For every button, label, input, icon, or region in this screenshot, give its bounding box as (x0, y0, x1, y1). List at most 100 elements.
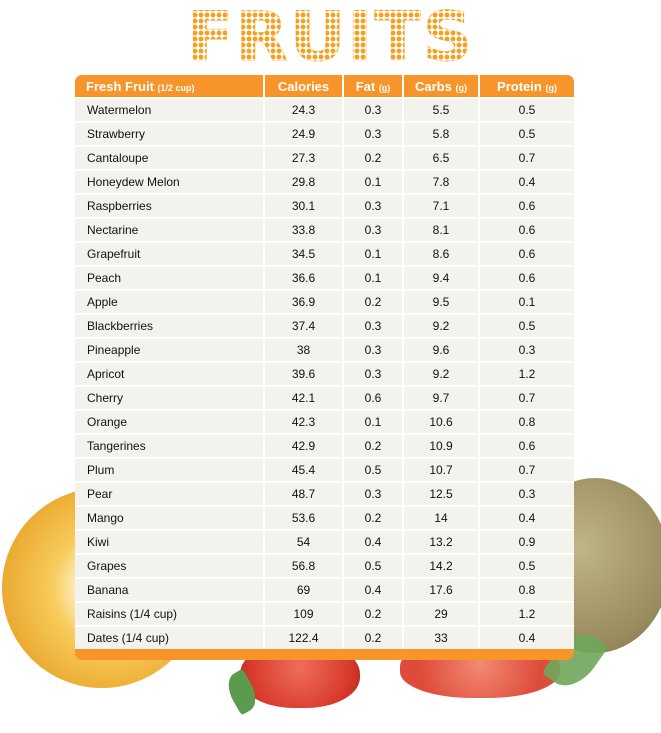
cell-carbs: 10.6 (404, 409, 480, 433)
table-row: Kiwi 54 0.4 13.2 0.9 (75, 529, 574, 553)
cell-carbs: 7.8 (404, 169, 480, 193)
cell-protein: 0.7 (480, 145, 574, 169)
cell-fruit: Banana (75, 577, 265, 601)
table-header-row: Fresh Fruit (1/2 cup) Calories Fat (g) Carb… (75, 75, 574, 97)
cell-protein: 0.6 (480, 193, 574, 217)
cell-calories: 45.4 (265, 457, 344, 481)
cell-carbs: 33 (404, 625, 480, 649)
cell-calories: 53.6 (265, 505, 344, 529)
table-row: Apricot 39.6 0.3 9.2 1.2 (75, 361, 574, 385)
cell-fruit: Cherry (75, 385, 265, 409)
cell-carbs: 7.1 (404, 193, 480, 217)
cell-calories: 42.3 (265, 409, 344, 433)
cell-calories: 36.6 (265, 265, 344, 289)
cell-fruit: Watermelon (75, 97, 265, 121)
cell-carbs: 9.2 (404, 313, 480, 337)
cell-calories: 54 (265, 529, 344, 553)
cell-protein: 0.5 (480, 553, 574, 577)
column-header-unit: (g) (545, 82, 557, 93)
cell-carbs: 9.7 (404, 385, 480, 409)
table-row: Grapefruit 34.5 0.1 8.6 0.6 (75, 241, 574, 265)
cell-fat: 0.1 (344, 409, 404, 433)
table-body: Watermelon 24.3 0.3 5.5 0.5 Strawberry 24.9 0.3… (75, 97, 574, 649)
cell-fat: 0.2 (344, 505, 404, 529)
cell-calories: 38 (265, 337, 344, 361)
column-header-fruit: Fresh Fruit (1/2 cup) (75, 75, 265, 97)
cell-carbs: 9.2 (404, 361, 480, 385)
cell-fruit: Raspberries (75, 193, 265, 217)
cell-fruit: Dates (1/4 cup) (75, 625, 265, 649)
cell-fat: 0.3 (344, 193, 404, 217)
cell-fruit: Mango (75, 505, 265, 529)
cell-fruit: Apricot (75, 361, 265, 385)
cell-calories: 42.9 (265, 433, 344, 457)
cell-carbs: 9.4 (404, 265, 480, 289)
cell-fruit: Apple (75, 289, 265, 313)
table-row: Honeydew Melon 29.8 0.1 7.8 0.4 (75, 169, 574, 193)
table-row: Strawberry 24.9 0.3 5.8 0.5 (75, 121, 574, 145)
cell-fat: 0.1 (344, 241, 404, 265)
cell-fat: 0.5 (344, 553, 404, 577)
cell-protein: 1.2 (480, 601, 574, 625)
table-row: Raspberries 30.1 0.3 7.1 0.6 (75, 193, 574, 217)
cell-fat: 0.2 (344, 601, 404, 625)
cell-carbs: 8.6 (404, 241, 480, 265)
cell-fat: 0.1 (344, 265, 404, 289)
cell-protein: 0.7 (480, 457, 574, 481)
cell-protein: 0.3 (480, 481, 574, 505)
table-row: Pineapple 38 0.3 9.6 0.3 (75, 337, 574, 361)
cell-fat: 0.3 (344, 313, 404, 337)
column-header-fat: Fat (g) (344, 75, 404, 97)
cell-fruit: Pineapple (75, 337, 265, 361)
cell-fruit: Raisins (1/4 cup) (75, 601, 265, 625)
cell-fat: 0.4 (344, 577, 404, 601)
column-header-unit: (g) (455, 82, 467, 93)
table-row: Cantaloupe 27.3 0.2 6.5 0.7 (75, 145, 574, 169)
cell-fat: 0.3 (344, 217, 404, 241)
cell-fat: 0.2 (344, 625, 404, 649)
cell-protein: 1.2 (480, 361, 574, 385)
cell-fat: 0.3 (344, 361, 404, 385)
cell-fat: 0.3 (344, 121, 404, 145)
nutrition-table-panel: Fresh Fruit (1/2 cup) Calories Fat (g) Carb… (75, 75, 574, 660)
cell-carbs: 10.9 (404, 433, 480, 457)
table-row: Blackberries 37.4 0.3 9.2 0.5 (75, 313, 574, 337)
cell-carbs: 14.2 (404, 553, 480, 577)
cell-protein: 0.6 (480, 241, 574, 265)
cell-carbs: 5.5 (404, 97, 480, 121)
cell-calories: 69 (265, 577, 344, 601)
cell-carbs: 9.6 (404, 337, 480, 361)
cell-protein: 0.3 (480, 337, 574, 361)
cell-carbs: 9.5 (404, 289, 480, 313)
cell-calories: 34.5 (265, 241, 344, 265)
column-header-label: Carbs (415, 78, 452, 94)
cell-fruit: Honeydew Melon (75, 169, 265, 193)
cell-fat: 0.1 (344, 169, 404, 193)
cell-protein: 0.6 (480, 433, 574, 457)
cell-fat: 0.2 (344, 145, 404, 169)
cell-calories: 33.8 (265, 217, 344, 241)
cell-carbs: 14 (404, 505, 480, 529)
cell-carbs: 29 (404, 601, 480, 625)
page-title: FRUITS (0, 0, 661, 76)
column-header-unit: (g) (378, 82, 391, 93)
table-row: Mango 53.6 0.2 14 0.4 (75, 505, 574, 529)
cell-fruit: Plum (75, 457, 265, 481)
cell-carbs: 12.5 (404, 481, 480, 505)
cell-fruit: Strawberry (75, 121, 265, 145)
cell-protein: 0.4 (480, 625, 574, 649)
cell-calories: 48.7 (265, 481, 344, 505)
cell-carbs: 8.1 (404, 217, 480, 241)
cell-fruit: Kiwi (75, 529, 265, 553)
table-row: Nectarine 33.8 0.3 8.1 0.6 (75, 217, 574, 241)
cell-fat: 0.3 (344, 97, 404, 121)
column-header-label: Calories (277, 78, 330, 94)
cell-carbs: 10.7 (404, 457, 480, 481)
cell-fat: 0.2 (344, 289, 404, 313)
cell-fruit: Blackberries (75, 313, 265, 337)
cell-fruit: Pear (75, 481, 265, 505)
cell-protein: 0.4 (480, 169, 574, 193)
column-header-label: Protein (497, 78, 542, 94)
table-row: Orange 42.3 0.1 10.6 0.8 (75, 409, 574, 433)
table-row: Raisins (1/4 cup) 109 0.2 29 1.2 (75, 601, 574, 625)
